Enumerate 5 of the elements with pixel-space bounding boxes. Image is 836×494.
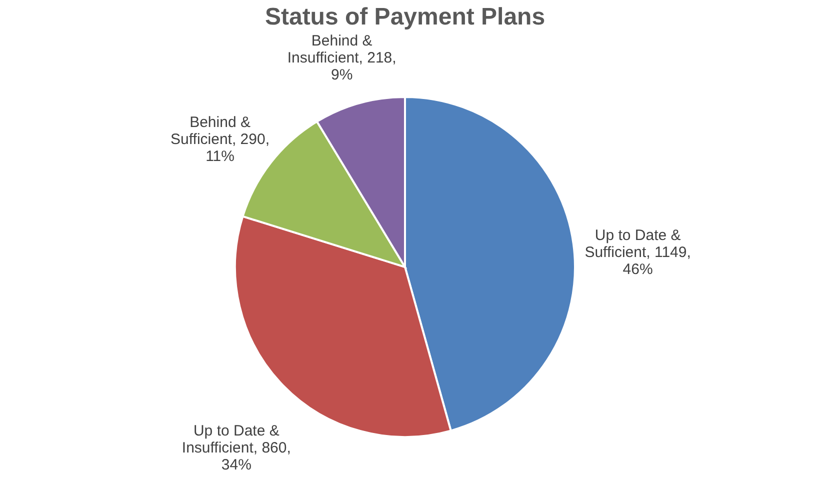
slice-label: Up to Date & Sufficient, 1149, 46% [584,226,691,278]
chart-title: Status of Payment Plans [264,4,546,31]
slice-label: Up to Date & Insufficient, 860, 34% [182,422,291,474]
slice-label: Behind & Sufficient, 290, 11% [170,114,270,166]
slice-label: Behind & Insufficient, 218, 9% [287,32,396,84]
